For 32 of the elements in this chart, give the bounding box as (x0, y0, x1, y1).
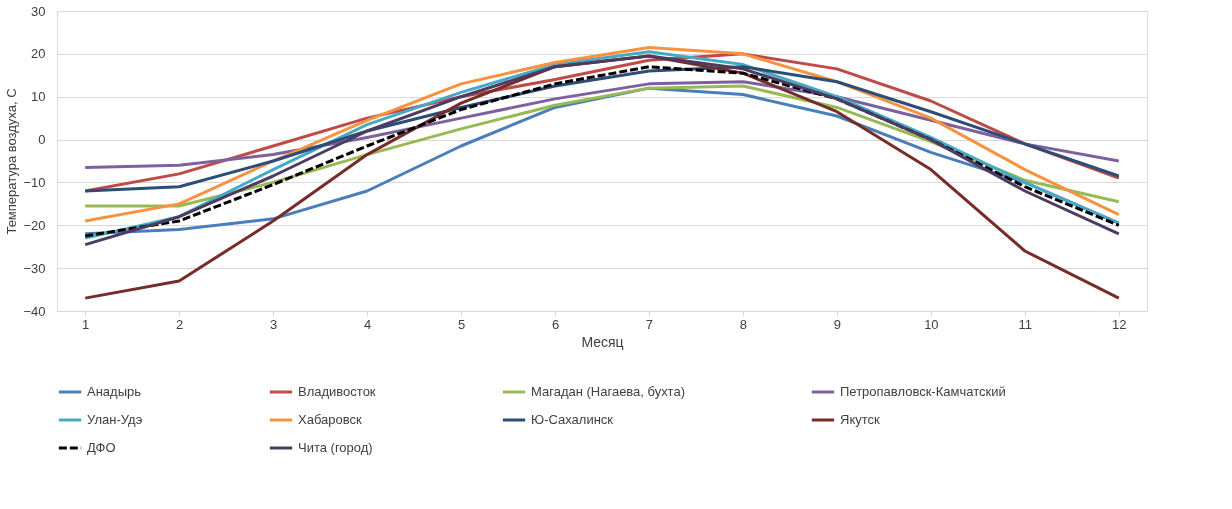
legend-label: Якутск (840, 412, 881, 427)
legend-label: Чита (город) (298, 440, 373, 455)
x-tick-label: 11 (1018, 316, 1033, 332)
y-tick-label: 10 (31, 89, 46, 105)
x-tick-label: 4 (363, 316, 372, 332)
legend-label: Анадырь (87, 384, 142, 399)
y-tick-label: −10 (23, 174, 46, 190)
y-axis-title: Температура воздуха, С (4, 88, 20, 235)
x-tick-label: 2 (176, 316, 184, 332)
legend-label: Петропавловск-Камчатский (840, 384, 1006, 399)
x-axis-title: Месяц (581, 333, 624, 350)
x-tick-label: 9 (833, 316, 842, 332)
legend-label: Магадан (Нагаева, бухта) (531, 384, 685, 399)
x-tick-label: 12 (1112, 316, 1127, 332)
y-tick-label: −40 (23, 303, 46, 319)
y-tick-label: 0 (38, 132, 46, 148)
x-tick-label: 1 (82, 316, 90, 332)
legend-label: Улан-Удэ (87, 412, 143, 427)
y-tick-label: 30 (31, 3, 46, 19)
legend-label: Владивосток (298, 384, 376, 399)
y-tick-label: −30 (23, 260, 46, 276)
x-tick-label: 3 (270, 316, 278, 332)
y-tick-label: 20 (31, 46, 46, 62)
x-tick-label: 5 (457, 316, 466, 332)
legend-label: Ю-Сахалинск (531, 412, 614, 427)
x-tick-label: 6 (551, 316, 560, 332)
legend-label: Хабаровск (298, 412, 362, 427)
x-tick-label: 10 (924, 316, 939, 332)
legend-label: ДФО (87, 440, 116, 455)
x-tick-label: 7 (645, 316, 654, 332)
y-tick-label: −20 (23, 217, 46, 233)
x-tick-label: 8 (739, 316, 748, 332)
